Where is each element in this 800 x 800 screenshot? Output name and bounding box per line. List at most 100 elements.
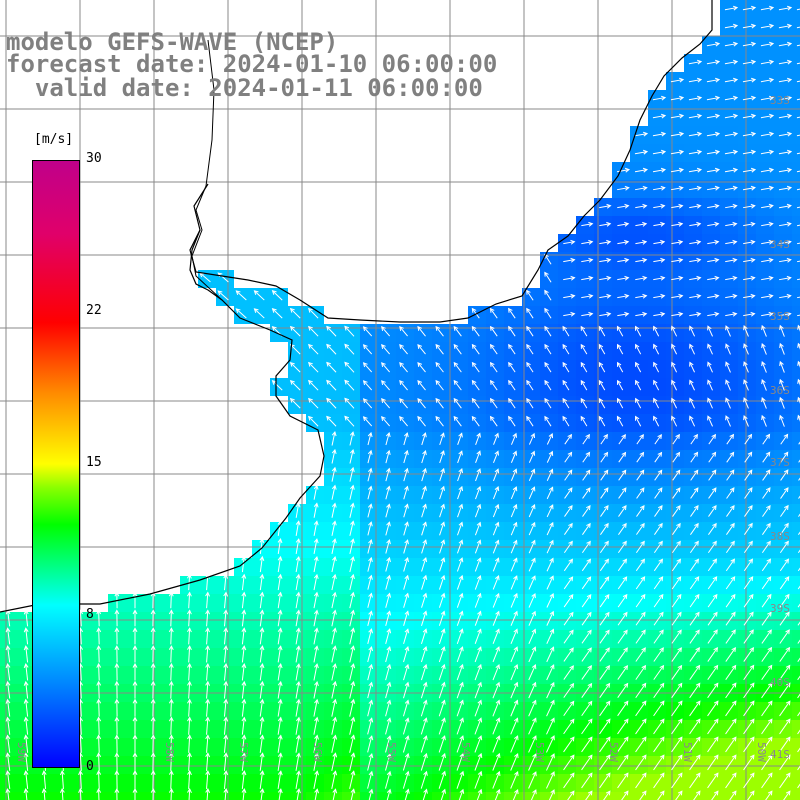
wind-arrow <box>544 289 552 301</box>
wind-arrow <box>114 734 120 753</box>
wind-cell <box>792 126 800 144</box>
wind-arrow <box>742 131 757 137</box>
wind-arrow <box>313 716 319 735</box>
wind-arrow <box>725 772 737 789</box>
wind-arrow <box>421 449 427 464</box>
wind-arrow <box>528 699 537 717</box>
wind-arrow <box>453 325 462 337</box>
wind-arrow <box>708 469 717 481</box>
longitude-label: 55W <box>385 742 398 762</box>
wind-arrow <box>779 754 791 771</box>
wind-arrow <box>724 185 738 191</box>
wind-arrow <box>617 311 630 317</box>
wind-arrow <box>403 521 409 536</box>
wind-arrow <box>439 539 446 554</box>
wind-arrow <box>725 682 737 699</box>
wind-arrow <box>474 735 483 753</box>
wind-arrow <box>259 645 265 663</box>
wind-arrow <box>581 576 592 590</box>
wind-arrow <box>726 469 735 481</box>
wind-arrow <box>778 5 793 11</box>
wind-arrow <box>743 772 755 789</box>
wind-arrow <box>724 59 739 65</box>
wind-arrow <box>385 699 392 717</box>
wind-arrow <box>635 718 647 735</box>
colorbar-tick-22: 22 <box>86 303 102 318</box>
wind-arrow <box>367 539 373 554</box>
wind-arrow <box>313 609 319 627</box>
wind-cell <box>396 792 414 800</box>
wind-arrow <box>562 343 570 355</box>
wind-cell <box>630 792 648 800</box>
wind-arrow <box>114 770 120 789</box>
wind-arrow <box>617 361 624 373</box>
wind-arrow <box>259 770 265 789</box>
wind-arrow <box>707 754 719 771</box>
wind-arrow <box>277 555 283 573</box>
wind-arrow <box>326 397 337 409</box>
wind-arrow <box>331 573 337 591</box>
wind-arrow <box>581 558 591 572</box>
wind-cell <box>792 18 800 36</box>
wind-arrow <box>618 469 627 481</box>
wind-arrow <box>253 308 265 319</box>
wind-arrow <box>241 645 247 663</box>
wind-arrow <box>797 621 800 626</box>
wind-arrow <box>295 716 301 735</box>
wind-arrow <box>635 325 642 337</box>
wind-arrow <box>546 557 554 572</box>
wind-arrow <box>599 593 610 608</box>
wind-arrow <box>492 557 500 572</box>
wind-arrow <box>187 662 192 681</box>
wind-arrow <box>726 487 735 499</box>
wind-arrow <box>671 629 682 644</box>
wind-arrow <box>654 451 663 463</box>
wind-arrow <box>223 734 229 753</box>
wind-arrow <box>421 557 428 572</box>
wind-arrow <box>653 239 666 245</box>
wind-cell <box>666 792 684 800</box>
wind-arrow <box>635 682 647 699</box>
wind-arrow <box>417 361 426 373</box>
wind-arrow <box>5 752 11 771</box>
wind-arrow <box>223 573 229 591</box>
wind-arrow <box>725 700 737 717</box>
wind-arrow <box>511 432 517 445</box>
wind-arrow <box>706 59 721 65</box>
wind-arrow <box>241 770 247 789</box>
wind-arrow <box>546 699 555 717</box>
wind-arrow <box>385 467 391 482</box>
wind-arrow <box>780 451 789 463</box>
wind-arrow <box>563 647 574 662</box>
wind-arrow <box>600 451 609 463</box>
wind-arrow <box>796 98 800 101</box>
wind-arrow <box>5 663 11 681</box>
wind-arrow <box>617 239 630 245</box>
wind-arrow <box>344 361 355 373</box>
wind-arrow <box>385 646 392 663</box>
wind-arrow <box>779 682 791 699</box>
wind-arrow <box>474 752 483 771</box>
wind-arrow <box>797 414 800 422</box>
wind-arrow <box>707 397 713 409</box>
wind-arrow <box>725 558 736 572</box>
wind-arrow <box>508 343 516 355</box>
argentina-coast <box>0 229 325 613</box>
wind-arrow <box>546 450 554 463</box>
wind-arrow <box>671 736 683 753</box>
wind-arrow <box>96 787 102 800</box>
wind-arrow <box>797 342 800 350</box>
wind-arrow <box>259 555 265 573</box>
wind-arrow <box>114 716 120 735</box>
wind-arrow <box>796 170 800 173</box>
wind-arrow <box>132 609 138 627</box>
wind-arrow <box>492 521 500 536</box>
latitude-label: 35S <box>770 310 790 323</box>
wind-arrow <box>761 360 767 373</box>
wind-arrow <box>313 645 319 663</box>
wind-arrow <box>796 152 800 155</box>
wind-cell <box>792 234 800 252</box>
wind-arrow <box>671 700 683 717</box>
wind-arrow <box>743 576 754 590</box>
wind-arrow <box>743 221 756 227</box>
